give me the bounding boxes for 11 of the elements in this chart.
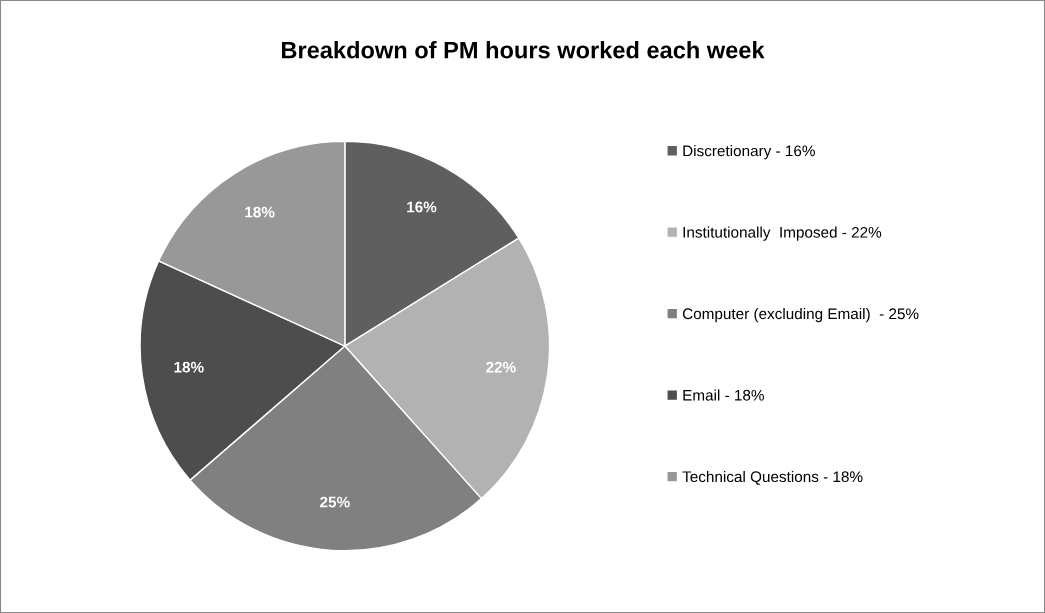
chart-title: Breakdown of PM hours worked each week [282, 41, 765, 59]
data-label: 22% [486, 361, 516, 373]
data-label: 18% [245, 206, 275, 218]
data-label: 16% [407, 201, 437, 213]
legend-label: Computer (excluding Email) - 25% [682, 307, 919, 323]
legend-label: Technical Questions - 18% [682, 470, 863, 485]
legend-label: Email - 18% [683, 389, 764, 401]
data-label: 25% [320, 496, 350, 508]
legend-label: Institutionally Imposed - 22% [683, 226, 882, 241]
data-label: 18% [174, 361, 204, 373]
legend-label: Discretionary - 16% [683, 145, 815, 160]
